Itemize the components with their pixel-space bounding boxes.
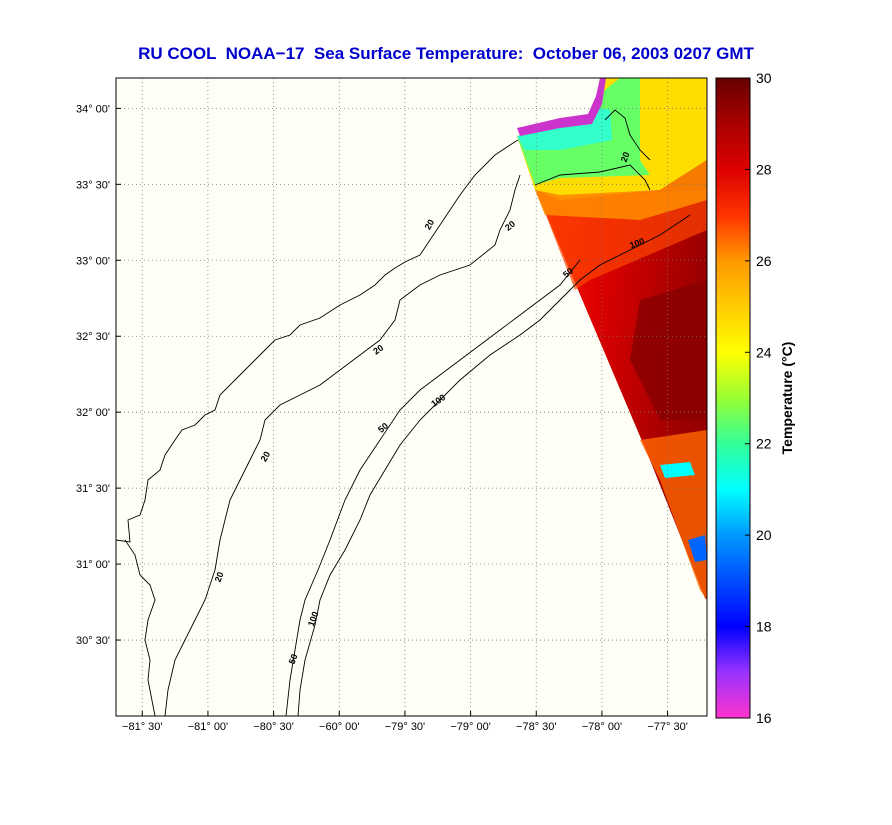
colorbar-tick-label: 28	[756, 161, 772, 177]
lat-tick-label: 34° 00'	[76, 103, 110, 115]
longitude-axis: −81° 30' −81° 00' −80° 30' −60° 00' −79° 30'…	[122, 711, 688, 733]
colorbar-label: Temperature (°C)	[779, 342, 795, 455]
contour-label-50m: 50	[561, 266, 575, 280]
contour-label-20m: 20	[503, 219, 517, 233]
swath-orange-zone	[535, 160, 707, 220]
lon-tick-label: −78° 00'	[582, 721, 622, 733]
lon-tick-label: −79° 00'	[450, 721, 490, 733]
lon-tick-label: −81° 30'	[122, 721, 162, 733]
colorbar-tick-label: 22	[756, 436, 772, 452]
contour-label-20m: 20	[371, 343, 385, 357]
swath-cyan-patch	[660, 462, 695, 478]
satellite-swath	[517, 78, 707, 600]
lat-tick-label: 32° 30'	[76, 331, 110, 343]
lon-tick-label: −79° 30'	[385, 721, 425, 733]
colorbar-tick-label: 20	[756, 527, 772, 543]
contour-label-100m: 100	[628, 236, 646, 251]
isobath-50m	[285, 259, 581, 716]
colorbar-tick-label: 30	[756, 70, 772, 86]
colorbar-tick-label: 18	[756, 619, 772, 635]
lon-tick-label: −80° 30'	[253, 721, 293, 733]
map-title: RU COOL NOAA−17 Sea Surface Temperature:…	[138, 44, 754, 63]
contour-label-50m: 50	[287, 653, 300, 666]
isobath-20m	[164, 174, 521, 716]
swath-cyan-nearshore	[517, 108, 612, 150]
lat-tick-label: 33° 30'	[76, 179, 110, 191]
lat-tick-label: 32° 00'	[76, 407, 110, 419]
lat-tick-label: 31° 00'	[76, 559, 110, 571]
swath-blue-patch	[688, 535, 707, 562]
contour-label-50m: 50	[376, 421, 390, 435]
colorbar-ticks: 16 18 20 22 24 26 28 30	[745, 70, 772, 726]
lon-tick-label: −78° 30'	[516, 721, 556, 733]
colorbar	[715, 77, 751, 719]
coastline-detail	[124, 539, 156, 716]
colorbar-tick-label: 24	[756, 344, 772, 360]
contour-label-20m: 20	[213, 571, 226, 584]
contour-label-20m: 20	[619, 151, 632, 164]
swath-magenta-edge	[517, 78, 606, 136]
colorbar-tick-label: 16	[756, 710, 772, 726]
isobath-contour-north	[604, 109, 651, 161]
contour-label-20m: 20	[423, 218, 437, 232]
lon-tick-label: −81° 00'	[188, 721, 228, 733]
lat-tick-label: 31° 30'	[76, 483, 110, 495]
map-frame	[115, 77, 708, 717]
coastline-and-isobaths	[116, 109, 691, 716]
colorbar-tick-label: 26	[756, 253, 772, 269]
swath-dark-core	[630, 280, 707, 420]
coastline	[116, 139, 519, 543]
contour-label-100m: 100	[306, 610, 321, 628]
isobath-20m-north	[534, 164, 651, 191]
lat-tick-label: 33° 00'	[76, 255, 110, 267]
lon-tick-label: −77° 30'	[647, 721, 687, 733]
contour-label-20m: 20	[259, 450, 273, 464]
isobath-100m	[297, 214, 691, 716]
latitude-axis: 34° 00' 33° 30' 33° 00' 32° 30' 32° 00' 31° 3…	[76, 103, 121, 647]
lat-tick-label: 30° 30'	[76, 635, 110, 647]
lon-tick-label: −60° 00'	[319, 721, 359, 733]
